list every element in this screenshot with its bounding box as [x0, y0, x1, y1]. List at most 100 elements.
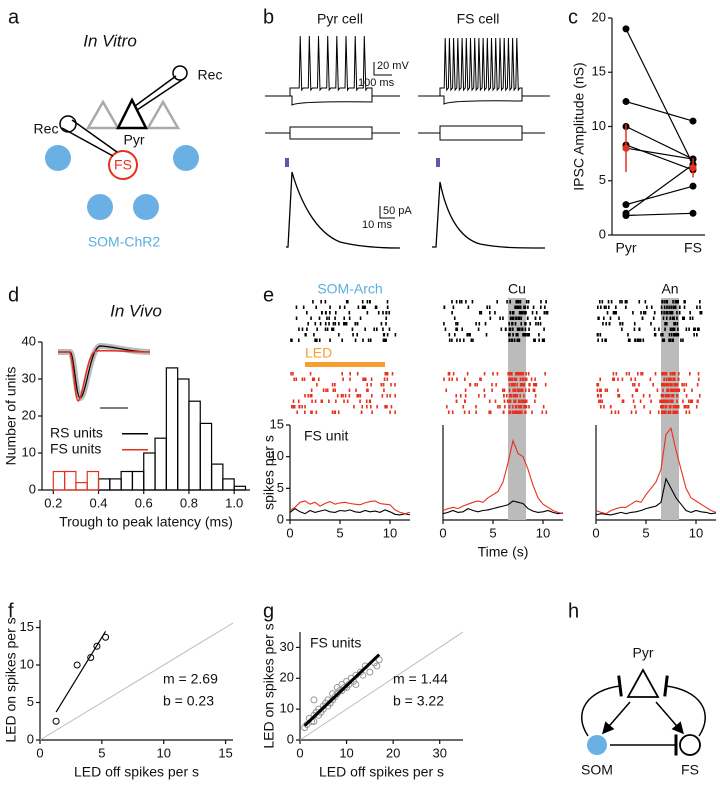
raster-tick — [545, 410, 548, 414]
raster-tick — [362, 305, 364, 309]
raster-tick — [491, 388, 493, 392]
raster-tick — [394, 410, 396, 414]
raster-tick — [654, 333, 657, 337]
raster-tick — [312, 300, 314, 304]
raster-tick — [540, 300, 542, 304]
raster-tick — [385, 316, 388, 320]
raster-tick — [292, 405, 295, 409]
raster-tick — [500, 327, 503, 331]
raster-tick — [480, 311, 483, 315]
legend-label: FS units — [50, 440, 101, 456]
raster-tick — [696, 333, 698, 337]
raster-tick — [519, 300, 522, 304]
raster-tick — [386, 333, 389, 337]
raster-tick — [673, 322, 675, 326]
raster-tick — [676, 383, 679, 387]
raster-tick — [366, 300, 369, 304]
bar — [143, 452, 156, 491]
raster-tick — [511, 316, 513, 320]
raster-tick — [478, 394, 480, 398]
raster-tick — [523, 333, 526, 337]
raster-tick — [310, 410, 312, 414]
raster-tick — [512, 333, 514, 337]
voltage-trace — [418, 37, 550, 97]
raster-tick — [524, 410, 527, 414]
raster-tick — [382, 311, 384, 315]
raster-tick — [598, 316, 600, 320]
panel-label: a — [8, 6, 20, 28]
node-label: FS — [681, 762, 699, 778]
raster-tick — [635, 410, 637, 414]
raster-tick — [459, 394, 462, 398]
raster-tick — [369, 300, 371, 304]
raster-tick — [689, 311, 691, 315]
raster-tick — [534, 399, 536, 403]
raster-tick — [391, 372, 394, 376]
waveform — [58, 345, 151, 399]
raster-tick — [642, 394, 645, 398]
raster-tick — [664, 399, 666, 403]
raster-tick — [491, 383, 493, 387]
x-tick-label: 5 — [489, 525, 496, 540]
raster-tick — [683, 316, 686, 320]
stim-label: LED — [305, 345, 332, 361]
pair-line — [625, 125, 694, 160]
raster-tick — [385, 405, 388, 409]
raster-tick — [596, 388, 599, 392]
raster-tick — [509, 316, 512, 320]
raster-tick — [459, 300, 461, 304]
identity-line — [39, 622, 234, 741]
raster-tick — [684, 300, 686, 304]
raster-tick — [667, 383, 670, 387]
raster-tick — [514, 410, 517, 414]
raster-tick — [699, 305, 701, 309]
raster-tick — [443, 377, 445, 381]
raster-tick — [699, 300, 701, 304]
raster-tick — [677, 300, 680, 304]
raster-tick — [541, 410, 544, 414]
raster-tick — [665, 405, 668, 409]
raster-tick — [301, 405, 303, 409]
raster-tick — [522, 333, 524, 337]
raster-tick — [503, 388, 506, 392]
raster-tick — [311, 377, 314, 381]
raster-tick — [652, 316, 655, 320]
bar — [109, 478, 122, 491]
raster-tick — [605, 322, 607, 326]
raster-tick — [521, 377, 524, 381]
raster-tick — [343, 399, 345, 403]
raster-tick — [523, 311, 526, 315]
raster-tick — [678, 388, 680, 392]
raster-tick — [504, 405, 506, 409]
raster-tick — [664, 300, 666, 304]
raster-tick — [676, 399, 678, 403]
raster-tick — [662, 394, 665, 398]
raster-tick — [467, 305, 470, 309]
raster-tick — [668, 410, 670, 414]
raster-tick — [661, 333, 664, 337]
raster-tick — [366, 388, 368, 392]
raster-tick — [521, 388, 524, 392]
bar — [177, 378, 190, 491]
diagram-b: Pyr cell FS cell 20 mV 100 ms 50 pA 10 m… — [265, 11, 550, 249]
raster-tick — [494, 311, 496, 315]
y-axis-label: IPSC Amplitude (nS) — [571, 62, 587, 190]
raster-tick — [311, 410, 313, 414]
raster-tick — [600, 405, 602, 409]
raster-tick — [349, 372, 351, 376]
raster-tick — [643, 311, 645, 315]
raster-tick — [676, 388, 679, 392]
raster-tick — [527, 333, 530, 337]
raster-tick — [499, 316, 501, 320]
raster-tick — [692, 327, 695, 331]
raster-tick — [385, 372, 388, 376]
chart-title: FS units — [310, 635, 361, 651]
raster-tick — [367, 388, 369, 392]
raster-tick — [621, 399, 624, 403]
fs-cell — [108, 150, 138, 180]
raster-tick — [394, 394, 396, 398]
raster-tick — [531, 311, 534, 315]
raster-tick — [676, 316, 678, 320]
panel-label: b — [263, 6, 274, 28]
raster-tick — [523, 394, 525, 398]
